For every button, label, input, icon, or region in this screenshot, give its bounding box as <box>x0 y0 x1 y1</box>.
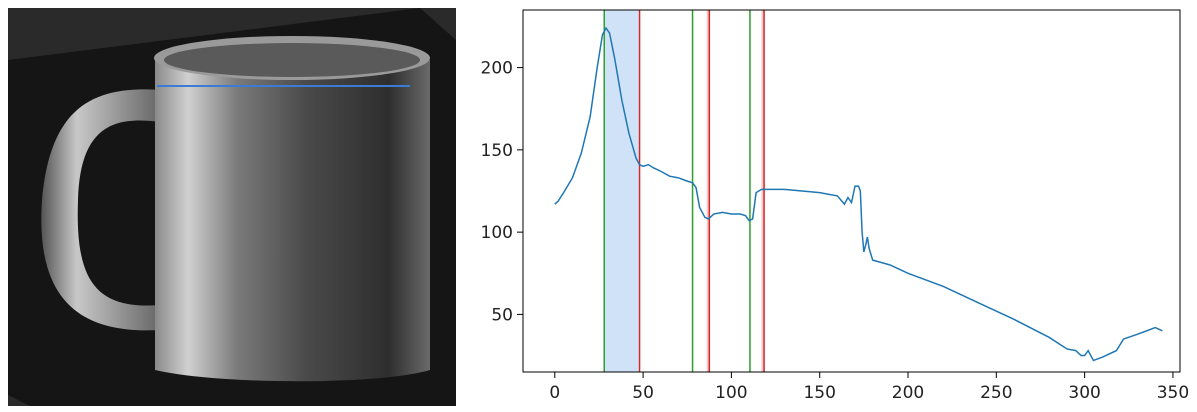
y-tick-label: 150 <box>481 141 513 161</box>
data-line <box>554 26 1163 362</box>
y-tick-label: 50 <box>491 305 513 325</box>
mug-photo <box>8 8 456 406</box>
span <box>761 10 765 372</box>
y-tick-label: 100 <box>481 223 513 243</box>
span <box>706 10 710 372</box>
x-tick-label: 300 <box>1068 383 1100 403</box>
x-tick-label: 100 <box>715 383 747 403</box>
x-tick-label: 200 <box>892 383 924 403</box>
x-tick-label: 0 <box>549 383 560 403</box>
x-tick-label: 150 <box>803 383 835 403</box>
x-tick-label: 50 <box>632 383 654 403</box>
y-tick-label: 200 <box>481 59 513 79</box>
x-tick-label: 350 <box>1157 383 1189 403</box>
x-tick-label: 250 <box>980 383 1012 403</box>
plot-frame <box>522 9 1181 373</box>
line-chart: 0 50 100 150 200 250 300 350 50 100 150 200 <box>481 9 1189 403</box>
span <box>604 10 640 372</box>
